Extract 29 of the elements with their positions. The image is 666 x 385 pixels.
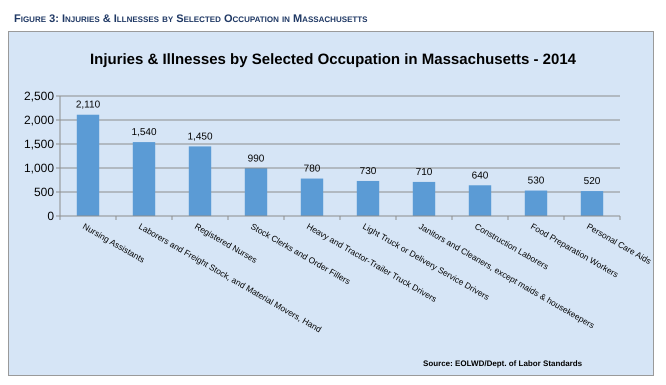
data-label: 710 <box>416 166 433 178</box>
y-tick-label: 0 <box>47 209 54 224</box>
chart-subtitle: Figure 3: Injuries & Illnesses by Selected Occupation in Massachusetts <box>14 13 368 25</box>
y-tick-label: 2,500 <box>24 89 54 104</box>
bar <box>356 180 380 216</box>
bar <box>524 190 548 216</box>
data-label: 990 <box>248 153 265 164</box>
source-note: Source: EOLWD/Dept. of Labor Standards <box>423 359 583 368</box>
data-label: 530 <box>528 176 545 187</box>
bar <box>188 146 212 216</box>
bar <box>76 114 100 216</box>
y-tick-label: 1,000 <box>24 161 54 176</box>
y-tick-label: 500 <box>34 185 54 200</box>
chart-title: Injuries & Illnesses by Selected Occupation in Massachusetts - 2014 <box>90 51 577 68</box>
bar <box>132 142 156 216</box>
bar <box>300 178 324 216</box>
bar <box>468 185 492 216</box>
data-label: 730 <box>360 166 377 177</box>
bar <box>412 182 436 216</box>
data-label: 1,450 <box>187 131 213 142</box>
bar <box>580 191 604 216</box>
bar <box>244 168 268 216</box>
data-label: 640 <box>472 170 489 182</box>
data-label: 1,540 <box>131 127 157 138</box>
y-tick-label: 1,500 <box>24 137 54 152</box>
data-label: 780 <box>304 164 321 175</box>
data-label: 520 <box>584 176 601 188</box>
data-label: 2,110 <box>76 100 101 111</box>
y-tick-label: 2,000 <box>24 113 54 128</box>
